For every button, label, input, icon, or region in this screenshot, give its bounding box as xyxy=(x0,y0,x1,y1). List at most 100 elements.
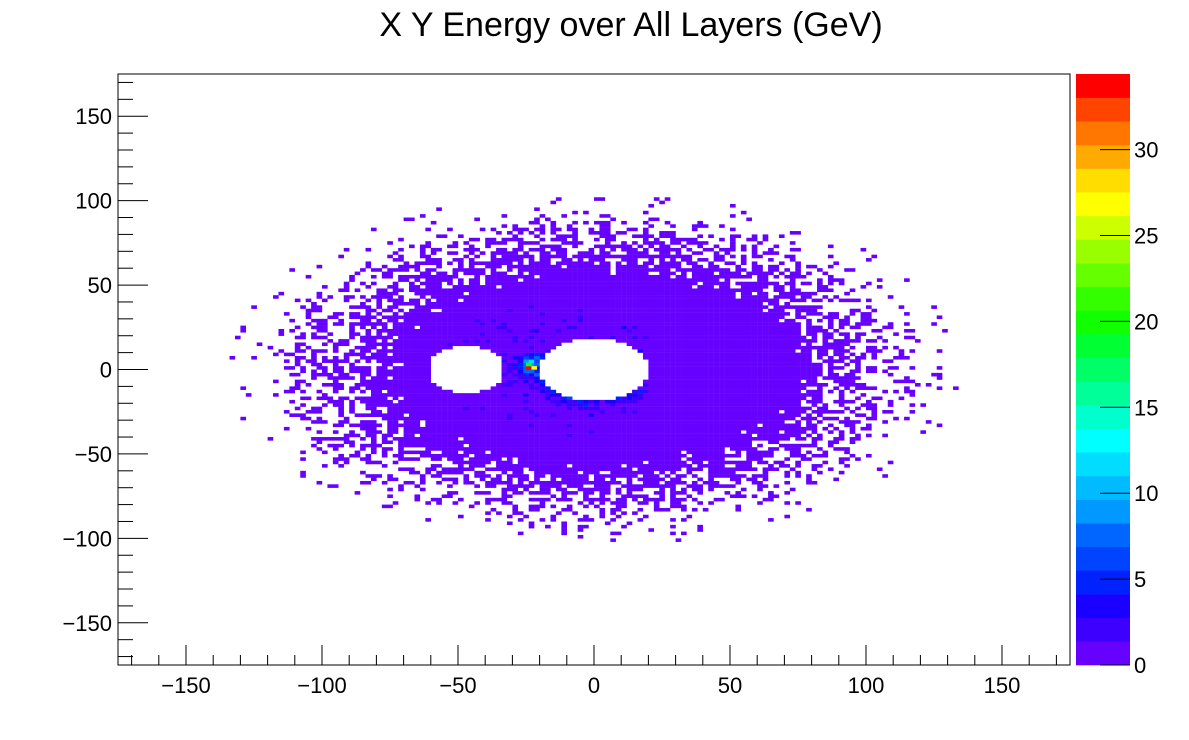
heatmap-bin xyxy=(545,393,551,397)
heatmap-bin xyxy=(387,413,393,417)
heatmap-bin xyxy=(387,426,393,431)
heatmap-bin xyxy=(496,403,502,407)
heatmap-bin xyxy=(664,335,671,340)
heatmap-bin xyxy=(702,410,709,414)
heatmap-bin xyxy=(539,301,546,306)
heatmap-bin xyxy=(757,268,763,272)
heatmap-bin xyxy=(463,426,470,431)
heatmap-bin xyxy=(735,453,742,458)
heatmap-bin xyxy=(621,325,627,330)
heatmap-bin xyxy=(637,254,644,259)
heatmap-bin xyxy=(387,399,393,404)
heatmap-bin xyxy=(496,467,502,472)
heatmap-bin xyxy=(485,416,491,421)
heatmap-bin xyxy=(708,278,714,282)
heatmap-bin xyxy=(354,413,361,417)
heatmap-bin xyxy=(555,268,562,272)
heatmap-bin xyxy=(332,376,339,380)
heatmap-bin xyxy=(773,328,780,333)
heatmap-bin xyxy=(381,372,388,377)
heatmap-bin xyxy=(338,437,344,441)
heatmap-bin xyxy=(757,383,763,387)
heatmap-bin xyxy=(381,393,388,397)
heatmap-bin xyxy=(441,288,448,293)
heatmap-bin xyxy=(659,359,665,363)
heatmap-bin xyxy=(381,291,388,296)
heatmap-bin xyxy=(740,389,747,394)
heatmap-bin xyxy=(354,312,361,316)
heatmap-bin xyxy=(517,416,524,421)
heatmap-bin xyxy=(632,291,638,296)
heatmap-bin xyxy=(441,437,448,441)
heatmap-bin xyxy=(626,393,633,397)
heatmap-bin xyxy=(409,281,415,286)
heatmap-bin xyxy=(539,352,546,357)
heatmap-bin xyxy=(496,413,502,417)
heatmap-bin xyxy=(490,399,497,404)
heatmap-bin xyxy=(490,410,497,414)
heatmap-bin xyxy=(392,251,399,255)
heatmap-bin xyxy=(539,285,546,289)
heatmap-bin xyxy=(387,274,393,279)
heatmap-bin xyxy=(719,349,725,353)
heatmap-bin xyxy=(392,376,399,380)
heatmap-bin xyxy=(762,423,769,428)
heatmap-bin xyxy=(719,355,725,360)
heatmap-bin xyxy=(506,312,513,316)
heatmap-bin xyxy=(485,322,491,326)
heatmap-bin xyxy=(425,305,431,309)
heatmap-bin xyxy=(387,379,393,384)
heatmap-bin xyxy=(229,355,236,360)
heatmap-bin xyxy=(740,322,747,326)
heatmap-bin xyxy=(496,389,502,394)
heatmap-bin xyxy=(322,335,328,340)
heatmap-bin xyxy=(713,298,720,303)
heatmap-bin xyxy=(523,332,529,336)
heatmap-bin xyxy=(534,281,540,286)
heatmap-bin xyxy=(561,254,567,259)
heatmap-bin xyxy=(594,443,600,448)
heatmap-bin xyxy=(354,396,361,401)
heatmap-bin xyxy=(610,423,616,428)
heatmap-bin xyxy=(604,227,611,232)
heatmap-bin xyxy=(512,487,519,492)
heatmap-bin xyxy=(757,271,763,276)
heatmap-bin xyxy=(474,474,480,478)
heatmap-bin xyxy=(468,258,475,262)
heatmap-bin xyxy=(719,301,725,306)
heatmap-bin xyxy=(512,288,519,293)
heatmap-bin xyxy=(675,237,682,242)
heatmap-bin xyxy=(354,359,361,363)
heatmap-bin xyxy=(675,379,682,384)
heatmap-bin xyxy=(278,328,285,333)
heatmap-bin xyxy=(501,352,508,357)
heatmap-bin xyxy=(664,244,671,249)
heatmap-bin xyxy=(604,237,611,242)
heatmap-bin xyxy=(545,497,551,502)
heatmap-bin xyxy=(577,477,584,482)
heatmap-bin xyxy=(730,345,736,350)
heatmap-bin xyxy=(539,440,546,444)
heatmap-bin xyxy=(757,396,763,401)
heatmap-bin xyxy=(414,328,421,333)
heatmap-bin xyxy=(409,420,415,424)
heatmap-bin xyxy=(436,410,442,414)
heatmap-bin xyxy=(566,430,573,434)
heatmap-bin xyxy=(294,335,301,340)
heatmap-bin xyxy=(561,325,567,330)
heatmap-bin xyxy=(381,403,388,407)
heatmap-bin xyxy=(594,480,600,485)
heatmap-bin xyxy=(534,322,540,326)
heatmap-bin xyxy=(517,359,524,363)
heatmap-bin xyxy=(702,274,709,279)
heatmap-bin xyxy=(615,491,622,495)
heatmap-bin xyxy=(719,345,725,350)
heatmap-bin xyxy=(430,247,437,252)
heatmap-bin xyxy=(485,511,491,515)
heatmap-bin xyxy=(637,467,644,472)
heatmap-bin xyxy=(409,362,415,367)
heatmap-bin xyxy=(708,477,714,482)
heatmap-bin xyxy=(740,443,747,448)
heatmap-bin xyxy=(398,369,404,374)
heatmap-bin xyxy=(719,342,725,347)
